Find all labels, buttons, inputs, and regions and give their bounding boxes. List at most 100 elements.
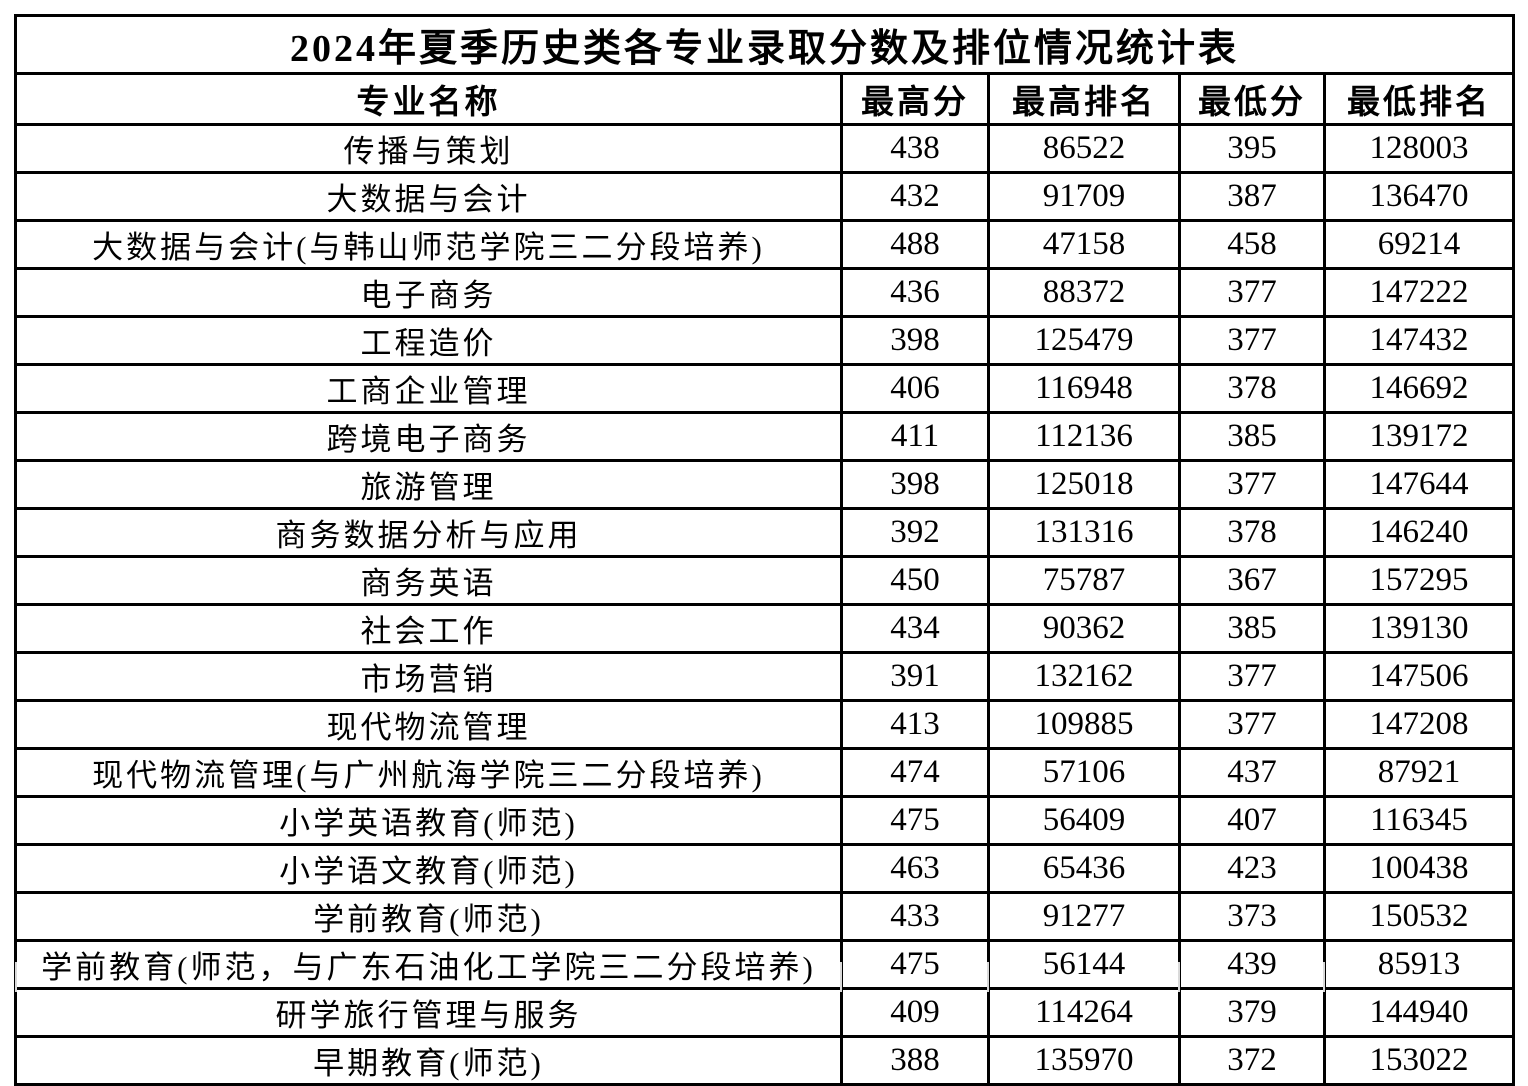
max-rank-cell: 91709 xyxy=(987,171,1181,222)
major-name-cell: 传播与策划 xyxy=(14,123,843,174)
min-rank-cell: 139172 xyxy=(1322,411,1516,462)
max-rank-cell: 56409 xyxy=(987,795,1181,846)
min-rank-cell: 157295 xyxy=(1322,555,1516,606)
min-rank-cell: 139130 xyxy=(1322,603,1516,654)
major-name-cell: 小学语文教育(师范) xyxy=(14,843,843,894)
min-score-cell: 378 xyxy=(1178,363,1326,414)
major-name-cell: 社会工作 xyxy=(14,603,843,654)
min-rank-cell: 147208 xyxy=(1322,699,1516,750)
max-rank-cell: 135970 xyxy=(987,1035,1181,1086)
max-score-cell: 438 xyxy=(840,123,990,174)
min-score-cell: 377 xyxy=(1178,315,1326,366)
major-name-cell: 市场营销 xyxy=(14,651,843,702)
major-name-cell: 跨境电子商务 xyxy=(14,411,843,462)
min-rank-cell: 150532 xyxy=(1322,891,1516,942)
max-score-cell: 434 xyxy=(840,603,990,654)
table-row: 商务英语 450 75787 367 157295 xyxy=(14,555,1516,606)
min-score-cell: 377 xyxy=(1178,699,1326,750)
major-name-cell: 小学英语教育(师范) xyxy=(14,795,843,846)
table-row: 大数据与会计 432 91709 387 136470 xyxy=(14,171,1516,222)
max-score-cell: 409 xyxy=(840,987,990,1038)
table-row: 研学旅行管理与服务 409 114264 379 144940 xyxy=(14,987,1516,1038)
min-score-cell: 385 xyxy=(1178,603,1326,654)
max-score-cell: 436 xyxy=(840,267,990,318)
min-score-cell: 377 xyxy=(1178,267,1326,318)
max-rank-cell: 112136 xyxy=(987,411,1181,462)
max-score-cell: 450 xyxy=(840,555,990,606)
max-rank-cell: 90362 xyxy=(987,603,1181,654)
spreadsheet-gridline xyxy=(840,962,842,992)
max-rank-cell: 116948 xyxy=(987,363,1181,414)
max-rank-cell: 88372 xyxy=(987,267,1181,318)
min-score-cell: 423 xyxy=(1178,843,1326,894)
table-title: 2024年夏季历史类各专业录取分数及排位情况统计表 xyxy=(13,14,1516,75)
table-row: 工商企业管理 406 116948 378 146692 xyxy=(14,363,1516,414)
min-score-cell: 385 xyxy=(1178,411,1326,462)
min-score-cell: 439 xyxy=(1178,939,1326,990)
min-rank-cell: 144940 xyxy=(1322,987,1516,1038)
col-header-major-name: 专业名称 xyxy=(14,72,843,126)
max-score-cell: 391 xyxy=(840,651,990,702)
table-row: 商务数据分析与应用 392 131316 378 146240 xyxy=(14,507,1516,558)
max-score-cell: 388 xyxy=(840,1035,990,1086)
table-row: 传播与策划 438 86522 395 128003 xyxy=(14,123,1516,174)
max-rank-cell: 65436 xyxy=(987,843,1181,894)
max-score-cell: 463 xyxy=(840,843,990,894)
col-header-min-score: 最低分 xyxy=(1178,72,1326,126)
max-score-cell: 406 xyxy=(840,363,990,414)
table-row: 旅游管理 398 125018 377 147644 xyxy=(14,459,1516,510)
max-score-cell: 413 xyxy=(840,699,990,750)
major-name-cell: 研学旅行管理与服务 xyxy=(14,987,843,1038)
min-score-cell: 367 xyxy=(1178,555,1326,606)
max-rank-cell: 86522 xyxy=(987,123,1181,174)
max-rank-cell: 125018 xyxy=(987,459,1181,510)
min-score-cell: 377 xyxy=(1178,651,1326,702)
major-name-cell: 工商企业管理 xyxy=(14,363,843,414)
spreadsheet-gridline xyxy=(15,962,17,992)
min-score-cell: 395 xyxy=(1178,123,1326,174)
min-score-cell: 373 xyxy=(1178,891,1326,942)
min-score-cell: 437 xyxy=(1178,747,1326,798)
table-row: 小学语文教育(师范) 463 65436 423 100438 xyxy=(14,843,1516,894)
min-score-cell: 458 xyxy=(1178,219,1326,270)
max-rank-cell: 131316 xyxy=(987,507,1181,558)
min-rank-cell: 87921 xyxy=(1322,747,1516,798)
max-rank-cell: 91277 xyxy=(987,891,1181,942)
max-score-cell: 488 xyxy=(840,219,990,270)
max-rank-cell: 132162 xyxy=(987,651,1181,702)
spreadsheet-gridline xyxy=(987,962,989,992)
major-name-cell: 现代物流管理(与广州航海学院三二分段培养) xyxy=(14,747,843,798)
min-rank-cell: 147222 xyxy=(1322,267,1516,318)
header-row: 专业名称 最高分 最高排名 最低分 最低排名 xyxy=(14,72,1516,126)
min-rank-cell: 100438 xyxy=(1322,843,1516,894)
table-row: 跨境电子商务 411 112136 385 139172 xyxy=(14,411,1516,462)
min-rank-cell: 146240 xyxy=(1322,507,1516,558)
min-rank-cell: 147506 xyxy=(1322,651,1516,702)
major-name-cell: 商务英语 xyxy=(14,555,843,606)
min-score-cell: 379 xyxy=(1178,987,1326,1038)
max-rank-cell: 57106 xyxy=(987,747,1181,798)
major-name-cell: 大数据与会计 xyxy=(14,171,843,222)
table-row: 学前教育(师范) 433 91277 373 150532 xyxy=(14,891,1516,942)
max-score-cell: 411 xyxy=(840,411,990,462)
table-row: 电子商务 436 88372 377 147222 xyxy=(14,267,1516,318)
max-score-cell: 475 xyxy=(840,795,990,846)
major-name-cell: 现代物流管理 xyxy=(14,699,843,750)
min-rank-cell: 69214 xyxy=(1322,219,1516,270)
table-row: 学前教育(师范，与广东石油化工学院三二分段培养) 475 56144 439 8… xyxy=(14,939,1516,990)
max-rank-cell: 47158 xyxy=(987,219,1181,270)
min-rank-cell: 146692 xyxy=(1322,363,1516,414)
min-rank-cell: 128003 xyxy=(1322,123,1516,174)
table-row: 大数据与会计(与韩山师范学院三二分段培养) 488 47158 458 6921… xyxy=(14,219,1516,270)
min-score-cell: 372 xyxy=(1178,1035,1326,1086)
min-rank-cell: 147432 xyxy=(1322,315,1516,366)
max-score-cell: 392 xyxy=(840,507,990,558)
min-score-cell: 378 xyxy=(1178,507,1326,558)
min-score-cell: 407 xyxy=(1178,795,1326,846)
max-rank-cell: 109885 xyxy=(987,699,1181,750)
max-score-cell: 475 xyxy=(840,939,990,990)
min-rank-cell: 136470 xyxy=(1322,171,1516,222)
table-row: 社会工作 434 90362 385 139130 xyxy=(14,603,1516,654)
major-name-cell: 旅游管理 xyxy=(14,459,843,510)
table-row: 早期教育(师范) 388 135970 372 153022 xyxy=(14,1035,1516,1086)
